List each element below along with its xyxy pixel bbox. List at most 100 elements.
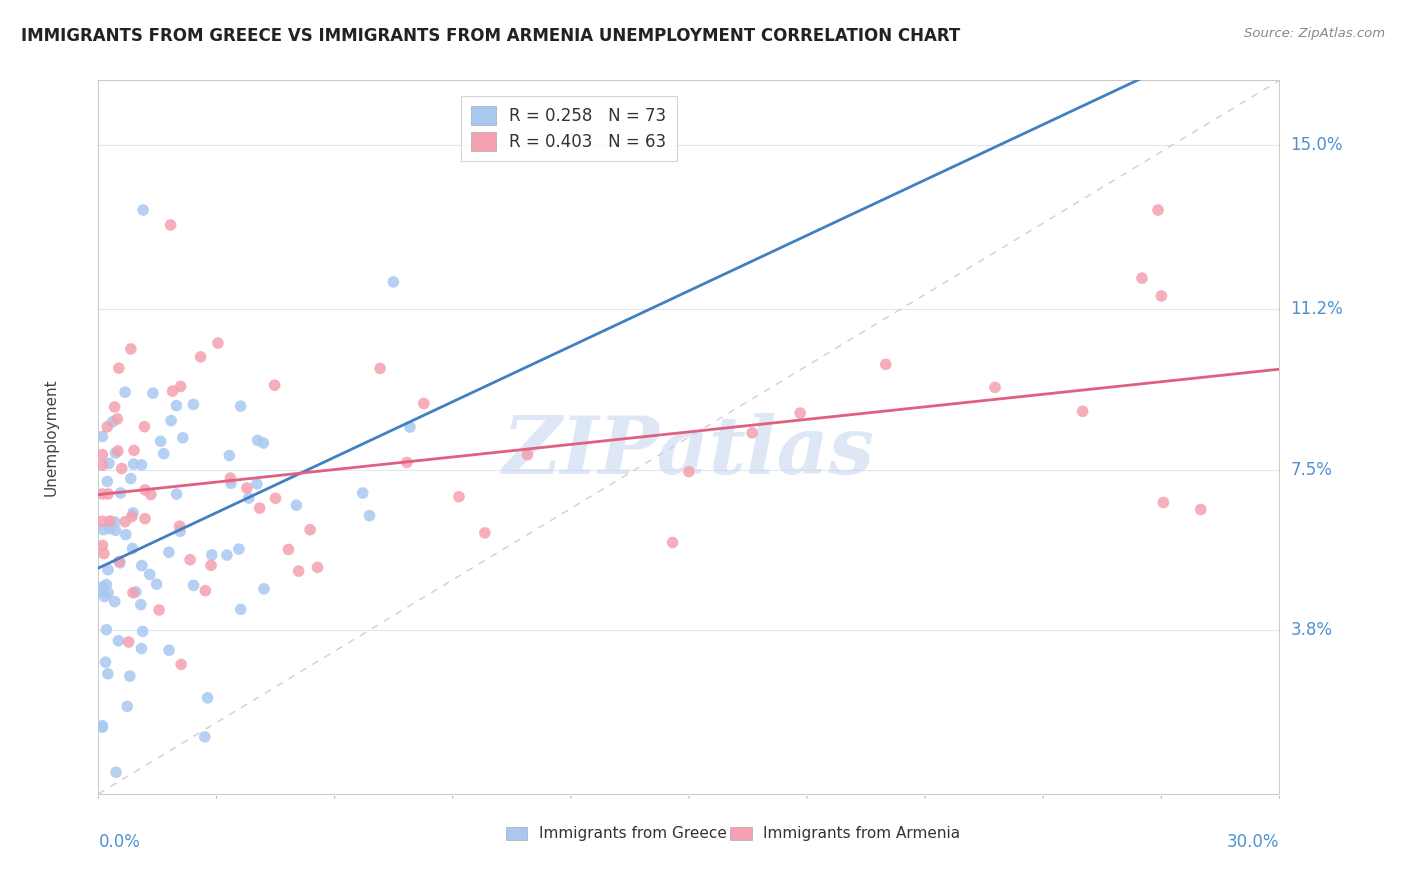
- Point: [129, 598, 152, 612]
- Point: [139, 487, 162, 501]
- Point: [96, 420, 118, 434]
- Point: [105, 765, 128, 780]
- Point: [105, 412, 128, 426]
- Point: [264, 491, 287, 506]
- Point: [252, 436, 274, 450]
- Point: [97, 666, 120, 681]
- Point: [194, 583, 217, 598]
- Point: [108, 554, 131, 568]
- Point: [97, 563, 120, 577]
- Text: 3.8%: 3.8%: [1291, 621, 1333, 639]
- Point: [253, 582, 276, 596]
- Point: [299, 523, 322, 537]
- Point: [160, 414, 183, 428]
- Point: [122, 506, 145, 520]
- Point: [285, 498, 308, 512]
- Point: [93, 547, 115, 561]
- Text: 7.5%: 7.5%: [1291, 460, 1333, 478]
- Point: [104, 400, 127, 414]
- Point: [131, 641, 153, 656]
- Point: [91, 720, 114, 734]
- Point: [246, 434, 269, 448]
- Point: [399, 420, 422, 434]
- Text: 0.0%: 0.0%: [98, 833, 141, 851]
- Point: [678, 465, 700, 479]
- Point: [166, 399, 188, 413]
- Point: [108, 556, 131, 570]
- Point: [97, 487, 120, 501]
- Point: [125, 585, 148, 599]
- Point: [97, 457, 120, 471]
- Point: [97, 586, 120, 600]
- Text: 11.2%: 11.2%: [1291, 301, 1343, 318]
- Point: [107, 444, 129, 458]
- Point: [219, 471, 242, 485]
- Point: [91, 458, 114, 472]
- Point: [159, 218, 181, 232]
- Point: [101, 415, 124, 429]
- Point: [263, 378, 285, 392]
- Point: [1071, 404, 1094, 418]
- Point: [104, 515, 127, 529]
- Point: [107, 633, 129, 648]
- Point: [789, 406, 811, 420]
- Point: [131, 458, 153, 472]
- Point: [149, 434, 172, 449]
- Point: [516, 448, 538, 462]
- Point: [91, 584, 114, 599]
- Point: [166, 487, 188, 501]
- Point: [122, 443, 145, 458]
- Point: [120, 342, 142, 356]
- Point: [218, 449, 240, 463]
- Point: [132, 202, 155, 217]
- Point: [114, 385, 136, 400]
- Point: [118, 669, 141, 683]
- Point: [287, 564, 309, 578]
- Point: [145, 577, 167, 591]
- Point: [1147, 202, 1170, 217]
- Point: [91, 448, 114, 462]
- Point: [194, 730, 217, 744]
- Point: [115, 699, 138, 714]
- Point: [277, 542, 299, 557]
- Point: [1189, 502, 1212, 516]
- Point: [142, 386, 165, 401]
- Point: [352, 486, 374, 500]
- Point: [183, 578, 205, 592]
- Text: IMMIGRANTS FROM GREECE VS IMMIGRANTS FROM ARMENIA UNEMPLOYMENT CORRELATION CHART: IMMIGRANTS FROM GREECE VS IMMIGRANTS FRO…: [21, 27, 960, 45]
- Point: [359, 508, 381, 523]
- Text: Unemployment: Unemployment: [44, 378, 59, 496]
- Point: [228, 542, 250, 557]
- Point: [201, 548, 224, 562]
- Bar: [730, 827, 752, 839]
- Point: [215, 548, 238, 562]
- Point: [104, 524, 127, 538]
- Point: [96, 623, 118, 637]
- Point: [307, 560, 329, 574]
- Point: [98, 522, 121, 536]
- Point: [148, 603, 170, 617]
- Point: [1152, 495, 1174, 509]
- Point: [122, 586, 145, 600]
- Point: [120, 472, 142, 486]
- Point: [121, 509, 143, 524]
- Point: [91, 487, 114, 501]
- Point: [94, 655, 117, 669]
- Point: [984, 380, 1007, 394]
- Point: [368, 361, 391, 376]
- Point: [131, 624, 153, 639]
- Text: 30.0%: 30.0%: [1227, 833, 1279, 851]
- Point: [157, 643, 180, 657]
- Point: [172, 431, 194, 445]
- Point: [190, 350, 212, 364]
- Point: [114, 515, 136, 529]
- Point: [741, 425, 763, 440]
- Point: [91, 514, 114, 528]
- Point: [91, 580, 114, 594]
- Point: [157, 545, 180, 559]
- Point: [122, 457, 145, 471]
- Point: [134, 483, 156, 497]
- Point: [117, 635, 139, 649]
- Point: [108, 361, 131, 376]
- Point: [91, 538, 114, 552]
